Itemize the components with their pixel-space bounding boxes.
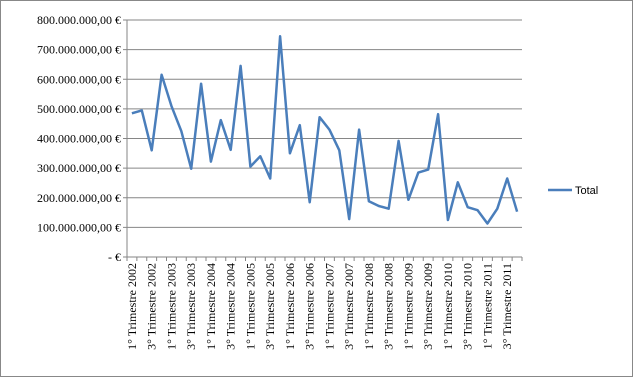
y-tick-label: 200.000.000,00 € — [37, 191, 121, 205]
x-tick-label: 1° Trimestre 2006 — [283, 263, 297, 350]
x-tick-label: 3° Trimestre 2008 — [382, 263, 396, 350]
y-tick-label: 600.000.000,00 € — [37, 72, 121, 86]
y-tick-label: 400.000.000,00 € — [37, 132, 121, 146]
y-tick-label: 300.000.000,00 € — [37, 161, 121, 175]
x-tick-label: 3° Trimestre 2002 — [145, 263, 159, 350]
x-tick-label: 3° Trimestre 2011 — [500, 263, 514, 349]
x-tick-label: 1° Trimestre 2005 — [243, 263, 257, 350]
x-tick-label: 1° Trimestre 2011 — [480, 263, 494, 349]
y-tick-label: 100.000.000,00 € — [37, 220, 121, 234]
y-tick-label: - € — [108, 250, 121, 264]
x-tick-label: 1° Trimestre 2010 — [441, 263, 455, 350]
x-tick-label: 1° Trimestre 2007 — [322, 263, 336, 350]
legend-label: Total — [575, 185, 598, 197]
x-tick-label: 3° Trimestre 2010 — [461, 263, 475, 350]
x-tick-label: 3° Trimestre 2006 — [303, 263, 317, 350]
x-tick-label: 1° Trimestre 2009 — [401, 263, 415, 350]
x-tick-label: 1° Trimestre 2002 — [125, 263, 139, 350]
x-tick-label: 1° Trimestre 2004 — [204, 263, 218, 350]
y-tick-label: 500.000.000,00 € — [37, 102, 121, 116]
x-tick-label: 3° Trimestre 2007 — [342, 263, 356, 350]
x-tick-label: 3° Trimestre 2009 — [421, 263, 435, 350]
x-tick-label: 3° Trimestre 2003 — [184, 263, 198, 350]
x-tick-label: 3° Trimestre 2004 — [224, 263, 238, 350]
y-tick-label: 800.000.000,00 € — [37, 13, 121, 27]
x-tick-label: 1° Trimestre 2003 — [164, 263, 178, 350]
y-tick-label: 700.000.000,00 € — [37, 43, 121, 57]
line — [131, 35, 519, 225]
x-tick-label: 3° Trimestre 2005 — [263, 263, 277, 350]
x-tick-label: 1° Trimestre 2008 — [362, 263, 376, 350]
